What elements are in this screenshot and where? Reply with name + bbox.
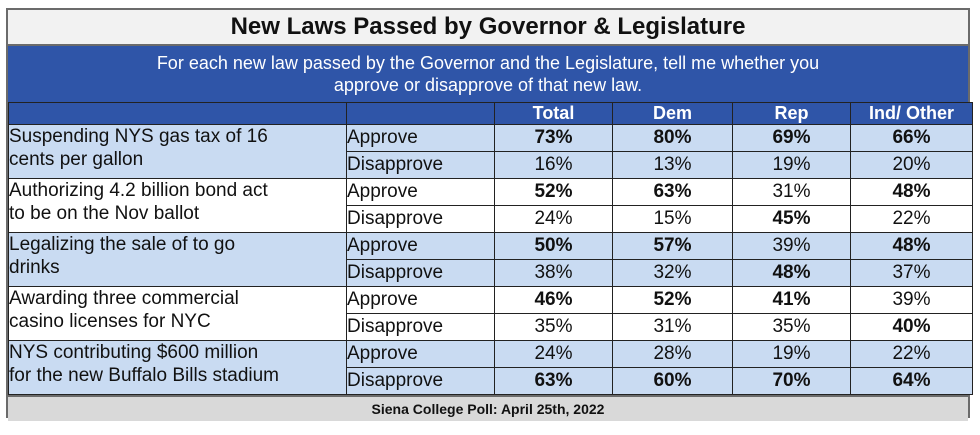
value-cell: 64% bbox=[850, 367, 973, 395]
table-row: Awarding three commercial casino license… bbox=[8, 286, 973, 341]
table-title: New Laws Passed by Governor & Legislatur… bbox=[8, 10, 968, 46]
response-label: Disapprove bbox=[346, 313, 495, 341]
table-row: NYS contributing $600 million for the ne… bbox=[8, 340, 973, 395]
value-cell: 19% bbox=[732, 151, 851, 179]
value-cell: 70% bbox=[732, 367, 851, 395]
value-cell: 39% bbox=[732, 232, 851, 260]
law-line: Suspending NYS gas tax of 16 bbox=[9, 126, 268, 147]
value-cell: 63% bbox=[612, 178, 733, 206]
value-cell: 31% bbox=[732, 178, 851, 206]
law-description: NYS contributing $600 million for the ne… bbox=[8, 340, 347, 395]
value-cell: 66% bbox=[850, 124, 973, 152]
value-cell: 63% bbox=[494, 367, 613, 395]
law-description: Legalizing the sale of to go drinks bbox=[8, 232, 347, 287]
response-label: Disapprove bbox=[346, 367, 495, 395]
table-row: Authorizing 4.2 billion bond act to be o… bbox=[8, 178, 973, 233]
value-cell: 40% bbox=[850, 313, 973, 341]
value-cell: 22% bbox=[850, 340, 973, 368]
question-text: For each new law passed by the Governor … bbox=[8, 46, 968, 102]
value-cell: 38% bbox=[494, 259, 613, 287]
value-cell: 48% bbox=[850, 232, 973, 260]
header-blank-response bbox=[346, 102, 495, 125]
value-cell: 20% bbox=[850, 151, 973, 179]
value-cell: 13% bbox=[612, 151, 733, 179]
table-row: Suspending NYS gas tax of 16 cents per g… bbox=[8, 124, 973, 179]
value-cell: 50% bbox=[494, 232, 613, 260]
results-table: Total Dem Rep Ind/ Other Suspending NYS … bbox=[8, 102, 973, 395]
law-line: casino licenses for NYC bbox=[9, 311, 211, 332]
law-line: drinks bbox=[9, 257, 60, 278]
value-cell: 19% bbox=[732, 340, 851, 368]
value-cell: 48% bbox=[850, 178, 973, 206]
value-cell: 69% bbox=[732, 124, 851, 152]
value-cell: 31% bbox=[612, 313, 733, 341]
value-cell: 73% bbox=[494, 124, 613, 152]
column-header-total: Total bbox=[494, 102, 613, 125]
value-cell: 60% bbox=[612, 367, 733, 395]
value-cell: 15% bbox=[612, 205, 733, 233]
value-cell: 46% bbox=[494, 286, 613, 314]
law-line: NYS contributing $600 million bbox=[9, 342, 259, 363]
value-cell: 80% bbox=[612, 124, 733, 152]
response-label: Disapprove bbox=[346, 151, 495, 179]
response-label: Approve bbox=[346, 178, 495, 206]
value-cell: 28% bbox=[612, 340, 733, 368]
response-label: Disapprove bbox=[346, 205, 495, 233]
value-cell: 39% bbox=[850, 286, 973, 314]
question-line-2: approve or disapprove of that new law. bbox=[333, 75, 643, 95]
table-row: Disapprove 63% 60% 70% 64% bbox=[9, 367, 973, 395]
law-line: Authorizing 4.2 billion bond act bbox=[9, 180, 268, 201]
response-label: Approve bbox=[346, 124, 495, 152]
question-line-1: For each new law passed by the Governor … bbox=[156, 53, 820, 73]
header-blank-law bbox=[8, 102, 347, 125]
law-line: Legalizing the sale of to go bbox=[9, 234, 236, 255]
law-line: Awarding three commercial bbox=[9, 288, 239, 309]
value-cell: 32% bbox=[612, 259, 733, 287]
value-cell: 37% bbox=[850, 259, 973, 287]
table-row: Disapprove 35% 31% 35% 40% bbox=[9, 313, 973, 341]
response-label: Approve bbox=[346, 340, 495, 368]
law-line: for the new Buffalo Bills stadium bbox=[9, 365, 280, 386]
value-cell: 22% bbox=[850, 205, 973, 233]
value-cell: 52% bbox=[494, 178, 613, 206]
response-label: Disapprove bbox=[346, 259, 495, 287]
response-label: Approve bbox=[346, 232, 495, 260]
law-line: cents per gallon bbox=[9, 149, 144, 170]
table-row: Disapprove 24% 15% 45% 22% bbox=[9, 205, 973, 233]
law-description: Awarding three commercial casino license… bbox=[8, 286, 347, 341]
column-header-ind-other: Ind/ Other bbox=[850, 102, 973, 125]
column-header-dem: Dem bbox=[612, 102, 733, 125]
poll-table-frame: New Laws Passed by Governor & Legislatur… bbox=[6, 8, 973, 421]
column-header-rep: Rep bbox=[732, 102, 851, 125]
law-description: Authorizing 4.2 billion bond act to be o… bbox=[8, 178, 347, 233]
value-cell: 48% bbox=[732, 259, 851, 287]
table-row: Disapprove 16% 13% 19% 20% bbox=[9, 151, 973, 179]
value-cell: 35% bbox=[732, 313, 851, 341]
header-row: Total Dem Rep Ind/ Other bbox=[8, 102, 973, 125]
table-row: Legalizing the sale of to go drinks Appr… bbox=[8, 232, 973, 287]
law-line: to be on the Nov ballot bbox=[9, 203, 200, 224]
response-label: Approve bbox=[346, 286, 495, 314]
table-row: Disapprove 38% 32% 48% 37% bbox=[9, 259, 973, 287]
value-cell: 16% bbox=[494, 151, 613, 179]
value-cell: 24% bbox=[494, 340, 613, 368]
value-cell: 24% bbox=[494, 205, 613, 233]
value-cell: 52% bbox=[612, 286, 733, 314]
value-cell: 45% bbox=[732, 205, 851, 233]
value-cell: 41% bbox=[732, 286, 851, 314]
source-footer: Siena College Poll: April 25th, 2022 bbox=[8, 395, 968, 421]
value-cell: 57% bbox=[612, 232, 733, 260]
law-description: Suspending NYS gas tax of 16 cents per g… bbox=[8, 124, 347, 179]
value-cell: 35% bbox=[494, 313, 613, 341]
